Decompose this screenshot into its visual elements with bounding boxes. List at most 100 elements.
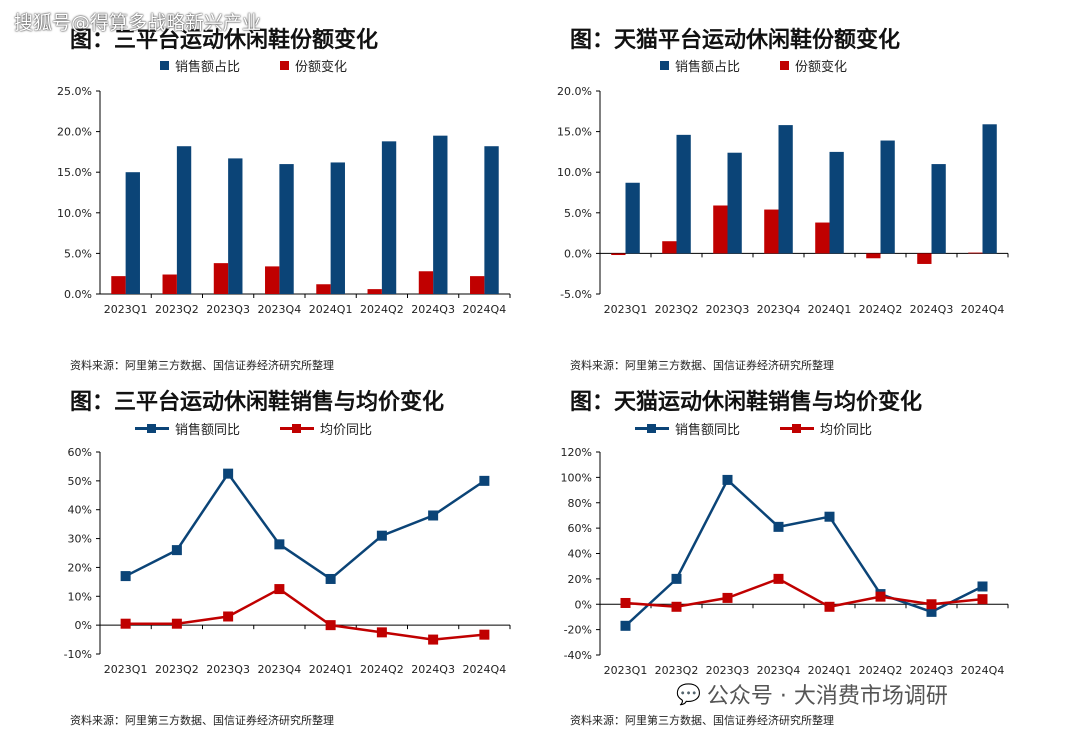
legend-item: 份额变化 [780,56,847,75]
y-tick-label: 120% [561,446,592,459]
data-point [428,510,439,521]
data-point [171,618,182,629]
bar-share-change [662,241,677,254]
bar-sales-share [625,182,640,254]
y-tick-label: 0% [75,619,92,632]
legend-swatch [660,61,669,70]
data-point [773,573,784,584]
y-tick-label: 20% [68,561,92,574]
x-tick-label: 2024Q4 [463,303,507,316]
data-point [824,511,835,522]
bar-sales-share [880,140,895,254]
x-tick-label: 2023Q4 [258,663,302,676]
x-tick-label: 2023Q1 [604,303,648,316]
bar-share-change [111,276,126,294]
data-point [671,601,682,612]
data-point [325,573,336,584]
x-tick-label: 2023Q2 [155,663,199,676]
y-tick-label: -10% [64,648,92,661]
bar-sales-share [125,172,140,294]
x-tick-label: 2024Q3 [411,303,455,316]
y-tick-label: 30% [68,533,92,546]
bar-sales-share [829,151,844,254]
legend-swatch [780,424,815,433]
chart4-title: 图：天猫运动休闲鞋销售与均价变化 [570,390,923,415]
data-point [325,620,336,631]
chart1-source: 资料来源：阿里第三方数据、国信证券经济研究所整理 [70,359,334,372]
data-point [722,592,733,603]
bar-sales-share [982,124,997,254]
watermark-bottom-text: 公众号 · 大消费市场调研 [706,684,948,709]
data-point [376,627,387,638]
legend-item: 均价同比 [280,419,372,438]
series-line-0 [624,477,984,627]
y-tick-label: 20.0% [57,126,92,139]
y-tick-label: -5.0% [560,288,592,301]
chart3-source: 资料来源：阿里第三方数据、国信证券经济研究所整理 [70,714,334,727]
y-tick-label: 20% [568,573,592,586]
y-tick-label: 0% [575,598,592,611]
x-tick-label: 2023Q3 [706,664,750,677]
y-tick-label: -20% [564,624,592,637]
x-tick-label: 2023Q2 [655,664,699,677]
x-tick-label: 2023Q2 [155,303,199,316]
bar-share-change [316,284,331,294]
data-point [274,584,285,595]
y-tick-label: 40% [568,548,592,561]
legend-label: 销售额同比 [175,423,241,438]
watermark-bottom: 💬 公众号 · 大消费市场调研 [676,678,948,710]
bar-sales-share [176,146,192,294]
data-point [875,591,886,602]
data-point [479,629,490,640]
y-tick-label: 15.0% [57,166,92,179]
data-point [223,468,234,479]
y-tick-label: 5.0% [64,247,92,260]
data-point [376,530,387,541]
legend-swatch [635,424,669,433]
legend-label: 销售额占比 [175,60,241,75]
x-tick-label: 2024Q3 [910,664,954,677]
legend-label: 份额变化 [795,60,848,75]
legend-item: 销售额同比 [135,419,240,438]
data-point [722,474,733,485]
series-line-1 [625,577,983,609]
chart4-legend: 销售额同比 均价同比 [635,419,872,438]
x-tick-label: 2024Q2 [859,303,903,316]
x-tick-label: 2024Q4 [463,663,507,676]
legend-swatch [160,61,169,70]
y-tick-label: -40% [564,649,592,662]
data-point [620,620,631,631]
legend-item: 销售额占比 [160,56,240,75]
x-tick-label: 2023Q2 [655,303,699,316]
bar-sales-share [727,152,742,254]
x-tick-label: 2024Q1 [808,664,852,677]
y-tick-label: 50% [68,475,92,488]
bar-sales-share [381,141,397,294]
data-point [773,521,784,532]
y-tick-label: 40% [68,504,92,517]
data-point [274,539,285,550]
bar-sales-share [484,146,499,294]
data-point [223,611,234,622]
legend-item: 销售额占比 [660,56,740,75]
bar-share-change [815,222,830,254]
chart3-legend: 销售额同比 均价同比 [135,419,372,438]
bar-sales-share [330,162,345,294]
bar-share-change [917,253,932,264]
legend-swatch [135,424,169,433]
x-tick-label: 2023Q4 [757,303,801,316]
data-point [977,594,988,605]
bar-share-change [418,271,434,294]
legend-swatch [780,61,790,70]
data-point [620,597,631,608]
chart2-legend: 销售额占比 份额变化 [660,56,847,75]
x-tick-label: 2023Q3 [706,303,750,316]
bar-share-change [611,253,626,256]
data-point [428,634,439,645]
x-tick-label: 2024Q4 [961,303,1005,316]
bar-sales-share [676,134,691,254]
y-tick-label: 10.0% [557,166,592,179]
data-point [926,599,937,610]
bar-share-change [866,253,881,259]
